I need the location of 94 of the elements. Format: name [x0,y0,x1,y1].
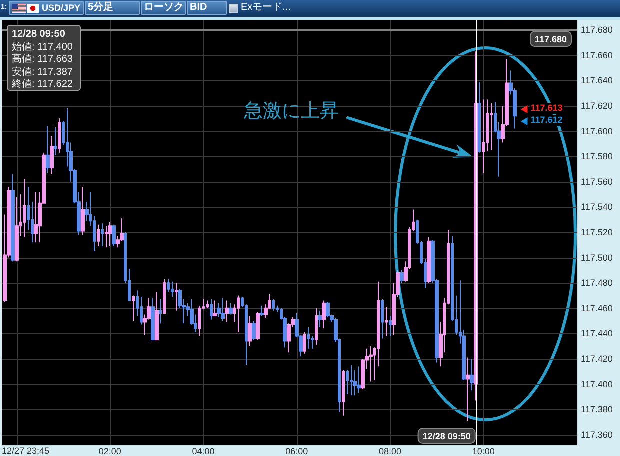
y-tick-label: 117.680 [581,25,613,36]
y-tick-label: 117.580 [581,152,613,162]
candlestick [23,178,26,238]
x-tick-label: 10:00 [472,446,495,456]
y-tick-label: 117.360 [581,430,613,440]
candlestick [213,300,217,316]
candlestick [482,99,485,174]
candlestick [175,282,178,312]
annotation: 12/28 09:50 [12,29,66,41]
annotation: 安値: 117.387 [12,66,73,78]
y-tick-label: 117.660 [581,50,613,60]
chart-title: USD/JPY [42,2,81,14]
candlestick [346,370,349,395]
candlestick [322,300,326,330]
candlestick [237,295,240,333]
button: ローソク [141,1,186,15]
candlestick [478,81,481,154]
y-tick-label: 117.420 [581,354,613,364]
candlestick [151,298,155,341]
candlestick [427,237,431,284]
candlestick [385,306,388,337]
candlestick [171,281,174,298]
candlestick [58,118,61,154]
candlestick [50,136,54,175]
y-tick-label: 117.440 [581,328,613,339]
candlestick [217,302,221,318]
candlestick [206,300,209,309]
candlestick [252,320,256,341]
candlestick [357,366,361,394]
ref-line-label: 12/28 09:50 [422,432,471,442]
annotation: 117.612 [530,115,564,126]
candlestick [353,370,357,396]
candlestick [54,127,57,156]
y-tick-label: 117.380 [581,404,613,415]
candlestick [105,226,108,248]
candlestick [318,310,322,328]
candlestick [342,370,345,416]
candlestick [159,299,162,324]
text: Exモード... [241,2,292,14]
candlestick [400,270,404,284]
y-tick-label: 117.500 [581,252,613,263]
candlestick [81,186,85,236]
candlestick [272,299,275,312]
y-tick-label: 117.480 [581,278,613,288]
y-tick-label: 117.540 [581,202,613,212]
candlestick [11,174,15,262]
candlestick [256,312,260,341]
candlestick [46,126,50,174]
candlestick [389,315,392,337]
candlestick [470,358,474,392]
annotation: 終値: 117.622 [12,79,73,91]
candlestick [490,102,493,151]
candlestick [307,326,310,350]
y-tick-label: 117.640 [581,76,613,86]
candlestick [163,278,166,314]
x-tick-label: 04:00 [192,446,215,456]
annotation: 高値: 117.663 [12,54,73,66]
candlestick [34,192,38,244]
candlestick [466,357,470,422]
y-tick-label: 117.460 [581,303,613,314]
x-tick-label: 06:00 [286,446,308,456]
y-tick-label: 117.400 [581,379,613,390]
button: USD/JPY [9,1,84,15]
y-tick-label: 117.620 [581,101,613,112]
candlestick [132,295,135,322]
candlestick [101,223,104,247]
candlestick [260,305,264,316]
candlestick [229,302,233,316]
candlestick [381,299,384,340]
candlestick [108,222,112,247]
candlestick [303,332,306,354]
annotation: 始値: 117.400 [12,42,73,54]
ref-line-label: 117.680 [534,34,567,45]
x-tick-label: 02:00 [98,446,122,456]
candlestick [112,224,116,247]
candlestick [221,298,225,322]
y-tick-label: 117.600 [581,126,613,136]
candlestick [97,224,100,247]
button: BID [187,1,227,15]
button: 5分足 [85,1,140,15]
candlestick [350,364,353,396]
candlestick [155,291,159,341]
text: 12/27 23:45 [2,446,50,456]
annotation: 急激に上昇 [244,101,339,123]
y-tick-label: 117.520 [581,228,613,238]
x-tick-label: 08:00 [378,446,402,456]
candlestick [225,300,229,323]
candlestick [369,346,373,382]
candlestick [15,196,19,262]
candlestick [315,308,318,346]
annotation: 117.613 [530,103,564,114]
y-tick-label: 117.560 [581,176,613,187]
candlestick [210,299,213,320]
candlestick [248,315,252,347]
